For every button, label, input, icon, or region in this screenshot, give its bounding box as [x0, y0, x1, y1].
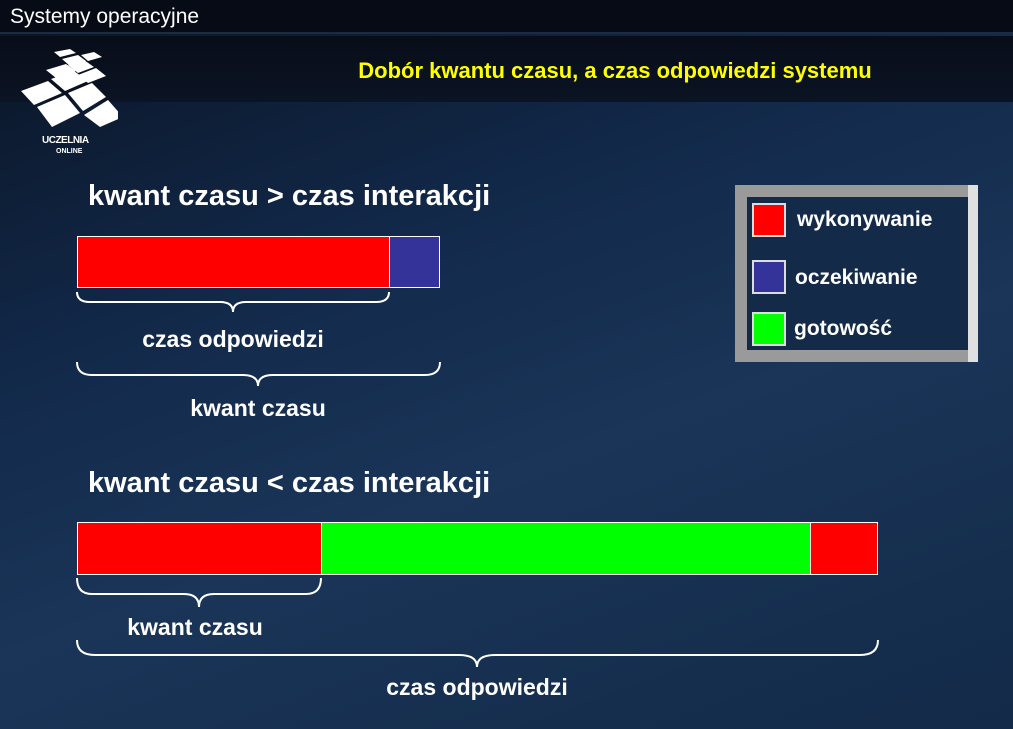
case1-quantum-label: kwant czasu — [190, 395, 326, 421]
segment-wykonywanie — [77, 236, 390, 288]
legend-bevel — [968, 185, 978, 362]
case2-response-label: czas odpowiedzi — [386, 674, 568, 700]
segment-gotowosc — [321, 522, 811, 575]
logo-text: UCZELNIA — [42, 135, 89, 146]
header-title: Systemy operacyjne — [10, 5, 200, 28]
logo-subtext: ONLINE — [56, 148, 83, 155]
legend-swatch-oczekiwanie — [752, 260, 786, 294]
brace-case1-quantum — [76, 361, 441, 387]
case1-heading: kwant czasu > czas interakcji — [88, 180, 491, 212]
segment-wykonywanie — [77, 522, 322, 575]
brace-case1-response — [76, 291, 390, 313]
logo: UCZELNIA ONLINE — [18, 45, 118, 160]
segment-oczekiwanie — [389, 236, 440, 288]
title-band — [0, 36, 1013, 102]
case2-heading: kwant czasu < czas interakcji — [88, 467, 491, 499]
legend-label: gotowość — [794, 317, 892, 340]
legend-swatch-gotowosc — [752, 312, 786, 346]
legend-panel: wykonywanie oczekiwanie gotowość — [747, 197, 968, 350]
legend-swatch-wykonywanie — [752, 203, 786, 237]
segment-wykonywanie — [810, 522, 878, 575]
brace-case2-quantum — [76, 577, 322, 608]
brace-case2-response — [76, 639, 879, 668]
legend-label: wykonywanie — [797, 208, 933, 231]
case1-response-label: czas odpowiedzi — [142, 326, 324, 352]
header-bar: Systemy operacyjne — [0, 0, 1013, 34]
slide-title: Dobór kwantu czasu, a czas odpowiedzi sy… — [358, 58, 872, 83]
logo-grid-icon — [21, 49, 118, 127]
case2-quantum-label: kwant czasu — [127, 614, 263, 640]
legend-label: oczekiwanie — [795, 266, 918, 289]
legend: wykonywanie oczekiwanie gotowość — [735, 185, 978, 362]
